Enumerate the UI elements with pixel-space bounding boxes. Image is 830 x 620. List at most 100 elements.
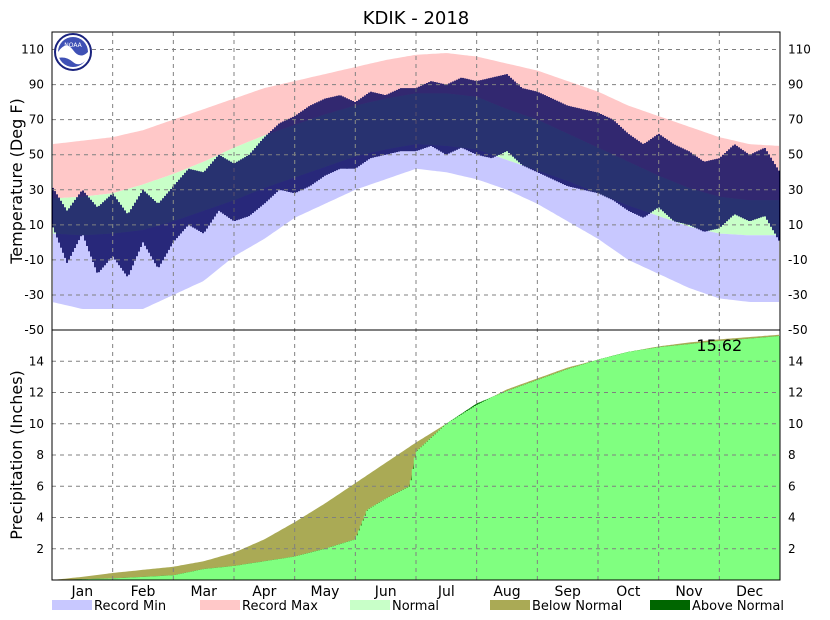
observed-precip-bar	[243, 564, 247, 580]
observed-precip-bar	[431, 436, 435, 580]
daily-range-bar	[378, 93, 380, 157]
observed-precip-bar	[537, 379, 541, 580]
daily-range-bar	[624, 130, 626, 209]
daily-range-bar	[252, 150, 254, 213]
daily-range-bar	[210, 163, 212, 223]
observed-precip-bar	[459, 414, 463, 580]
observed-precip-bar	[643, 349, 647, 580]
observed-precip-bar	[387, 497, 391, 580]
observed-precip-bar	[597, 359, 601, 580]
observed-precip-bar	[223, 566, 227, 580]
observed-precip-bar	[527, 383, 531, 580]
observed-precip-bar	[247, 563, 251, 580]
observed-precip-bar	[433, 434, 437, 580]
observed-precip-bar	[153, 576, 157, 580]
daily-range-bar	[206, 168, 208, 229]
observed-precip-bar	[713, 341, 717, 580]
observed-precip-bar	[279, 558, 283, 580]
daily-range-bar	[766, 151, 768, 220]
observed-precip-bar	[667, 346, 671, 580]
daily-range-bar	[416, 87, 418, 151]
precip-tick-label-right: 4	[788, 511, 796, 525]
daily-range-bar	[162, 198, 164, 261]
daily-range-bar	[306, 107, 308, 188]
daily-range-bar	[552, 98, 554, 180]
daily-range-bar	[522, 88, 524, 166]
month-tick-label: Jan	[71, 584, 94, 600]
daily-range-bar	[256, 145, 258, 210]
daily-range-bar	[514, 81, 516, 159]
daily-range-bar	[482, 79, 484, 157]
daily-range-bar	[502, 75, 504, 154]
temperature-tick-label-right: 90	[788, 78, 803, 92]
observed-precip-bar	[687, 344, 691, 580]
observed-precip-bar	[107, 578, 111, 580]
observed-precip-bar	[319, 549, 323, 580]
daily-range-bar	[298, 113, 300, 192]
daily-range-bar	[226, 159, 228, 217]
observed-precip-bar	[227, 566, 231, 580]
observed-precip-bar	[601, 358, 605, 580]
observed-precip-bar	[425, 441, 429, 580]
daily-range-bar	[288, 118, 290, 192]
observed-precip-bar	[349, 540, 353, 580]
observed-precip-bar	[733, 339, 737, 580]
observed-precip-bar	[403, 488, 407, 580]
observed-precip-bar	[695, 343, 699, 580]
observed-precip-bar	[157, 576, 161, 580]
observed-precip-bar	[241, 564, 245, 580]
observed-precip-bar	[229, 566, 233, 580]
daily-range-bar	[688, 151, 690, 225]
observed-precip-bar	[187, 572, 191, 580]
observed-precip-bar	[621, 353, 625, 580]
daily-range-bar	[420, 85, 422, 150]
daily-range-bar	[620, 126, 622, 206]
temperature-tick-label-left: 110	[21, 43, 44, 57]
daily-range-bar	[132, 205, 134, 266]
temperature-tick-label-left: 50	[29, 148, 44, 162]
observed-precip-bar	[629, 351, 633, 580]
daily-range-bar	[116, 199, 118, 263]
temperature-tick-label-right: -10	[788, 253, 808, 267]
daily-range-bar	[666, 139, 668, 215]
daily-range-bar	[760, 149, 762, 218]
daily-range-bar	[308, 106, 310, 187]
daily-range-bar	[452, 81, 454, 152]
observed-precip-bar	[497, 394, 501, 580]
daily-range-bar	[450, 82, 452, 153]
precip-tick-label-right: 14	[788, 354, 803, 368]
plot-frame	[51, 31, 781, 581]
observed-precip-bar	[443, 425, 447, 580]
observed-precip-bar	[363, 515, 367, 580]
observed-precip-bar	[465, 411, 469, 580]
temperature-tick-label-right: -50	[788, 323, 808, 337]
daily-range-bar	[144, 191, 146, 246]
daily-range-bar	[324, 98, 326, 176]
observed-precip-bar	[249, 563, 253, 580]
observed-precip-bar	[373, 505, 377, 580]
daily-range-bar	[322, 99, 324, 178]
daily-range-bar	[696, 156, 698, 229]
daily-range-bar	[236, 161, 238, 221]
observed-precip-bar	[725, 340, 729, 580]
observed-precip-bar	[745, 338, 749, 580]
observed-precip-bar	[693, 343, 697, 580]
daily-range-bar	[738, 147, 740, 217]
observed-precip-bar	[531, 381, 535, 580]
observed-precip-bar	[335, 545, 339, 580]
observed-precip-bar	[167, 575, 171, 580]
observed-precip-bar	[343, 542, 347, 580]
observed-precip-bar	[321, 549, 325, 580]
daily-range-bar	[582, 109, 584, 190]
daily-range-bar	[122, 207, 124, 271]
observed-precip-bar	[559, 371, 563, 580]
temperature-tick-label-left: 90	[29, 78, 44, 92]
observed-precip-bar	[651, 348, 655, 580]
daily-range-bar	[140, 193, 142, 247]
observed-precip-bar	[615, 354, 619, 580]
daily-range-bar	[110, 194, 112, 259]
observed-precip-bar	[131, 577, 135, 580]
legend-item: Record Max	[200, 599, 318, 614]
observed-precip-bar	[239, 564, 243, 580]
